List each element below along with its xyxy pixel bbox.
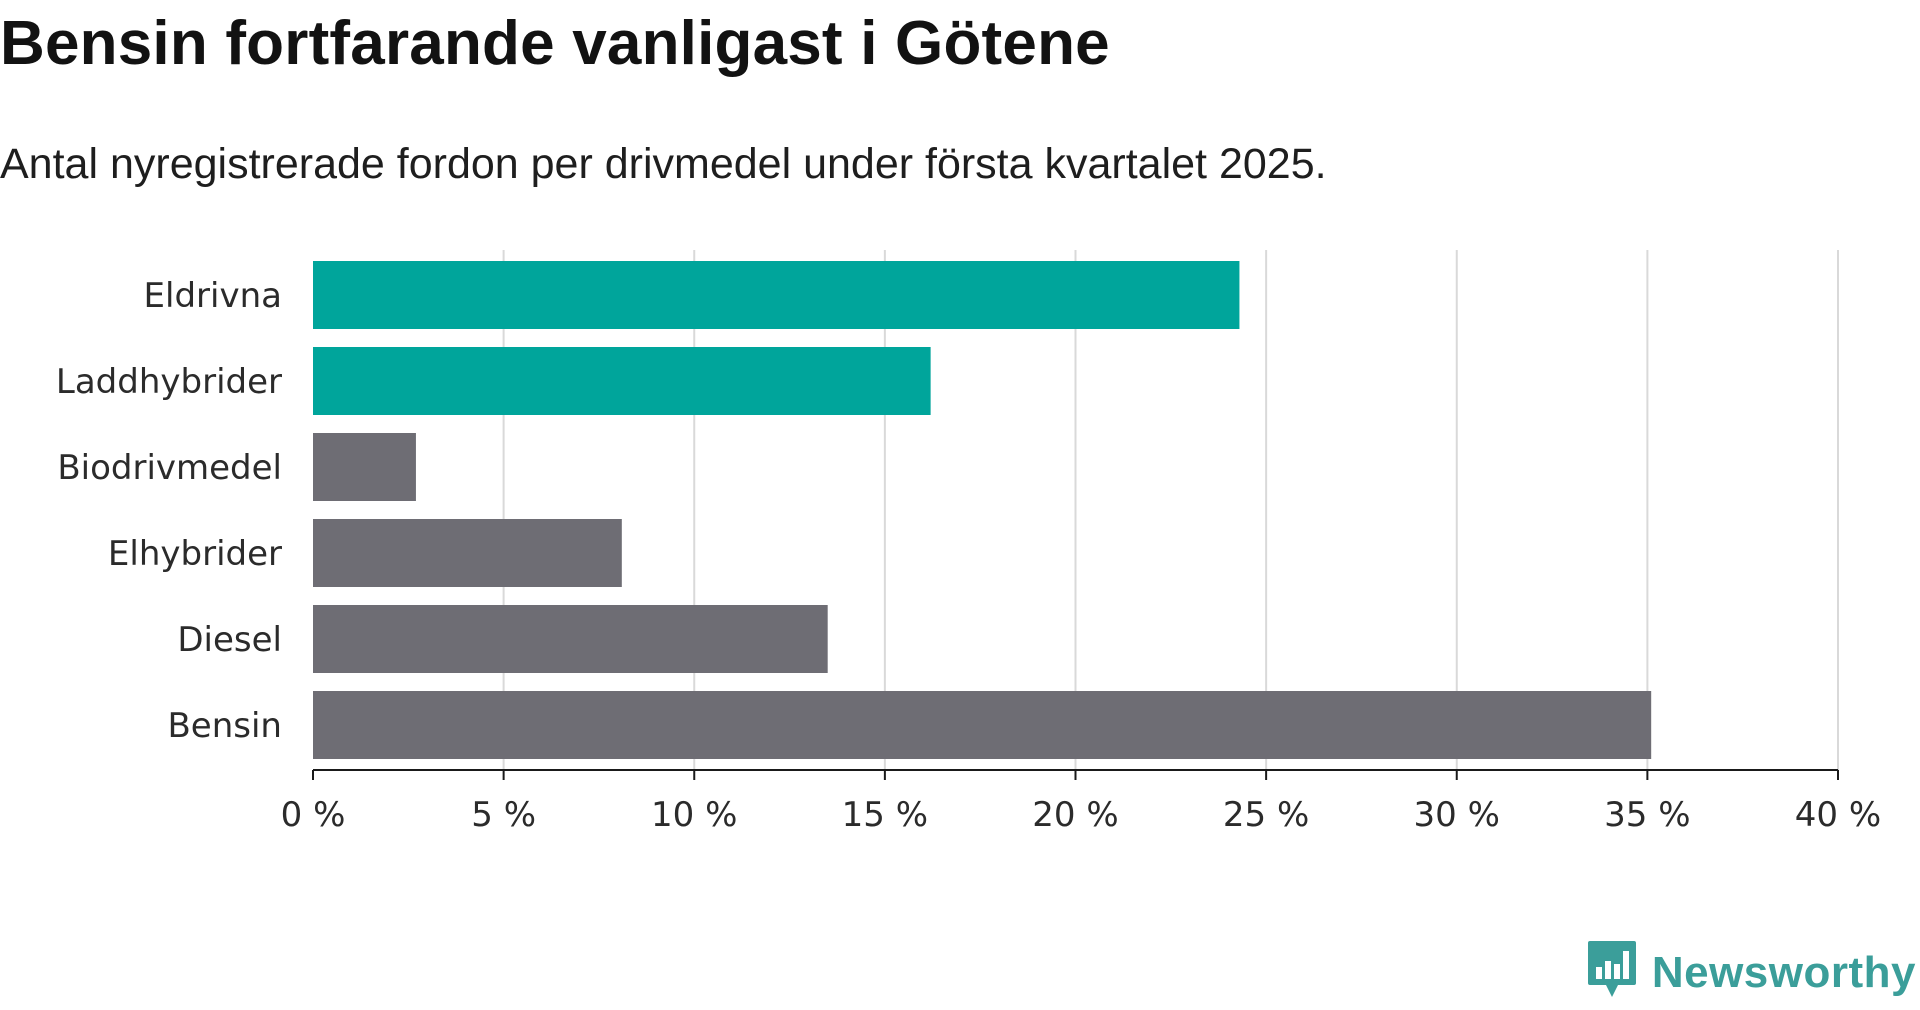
category-label: Biodrivmedel — [57, 448, 282, 488]
x-tick-label: 25 % — [1223, 795, 1309, 835]
category-label: Laddhybrider — [56, 362, 282, 402]
chart-title: Bensin fortfarande vanligast i Götene — [0, 9, 1110, 78]
x-tick-label: 15 % — [842, 795, 928, 835]
x-tick-label: 30 % — [1414, 795, 1500, 835]
category-label: Eldrivna — [144, 276, 282, 316]
bar-eldrivna — [313, 261, 1240, 329]
bar-bensin — [313, 691, 1652, 759]
x-tick-label: 40 % — [1795, 795, 1881, 835]
category-label: Diesel — [177, 620, 282, 660]
x-tick-label: 10 % — [651, 795, 737, 835]
newsworthy-chart-bubble-icon — [1586, 939, 1638, 1006]
newsworthy-wordmark: Newsworthy — [1651, 947, 1916, 997]
newsworthy-logo: Newsworthy — [1586, 939, 1916, 1006]
x-tick-label: 0 % — [281, 795, 346, 835]
category-label: Elhybrider — [108, 534, 282, 574]
bar-biodrivmedel — [313, 433, 416, 501]
x-tick-label: 20 % — [1032, 795, 1118, 835]
bar-laddhybrider — [313, 347, 931, 415]
category-label: Bensin — [167, 706, 282, 746]
bar-elhybrider — [313, 519, 622, 587]
chart-subtitle: Antal nyregistrerade fordon per drivmede… — [0, 140, 1327, 188]
x-tick-label: 35 % — [1604, 795, 1690, 835]
bar-diesel — [313, 605, 828, 673]
x-tick-label: 5 % — [471, 795, 536, 835]
